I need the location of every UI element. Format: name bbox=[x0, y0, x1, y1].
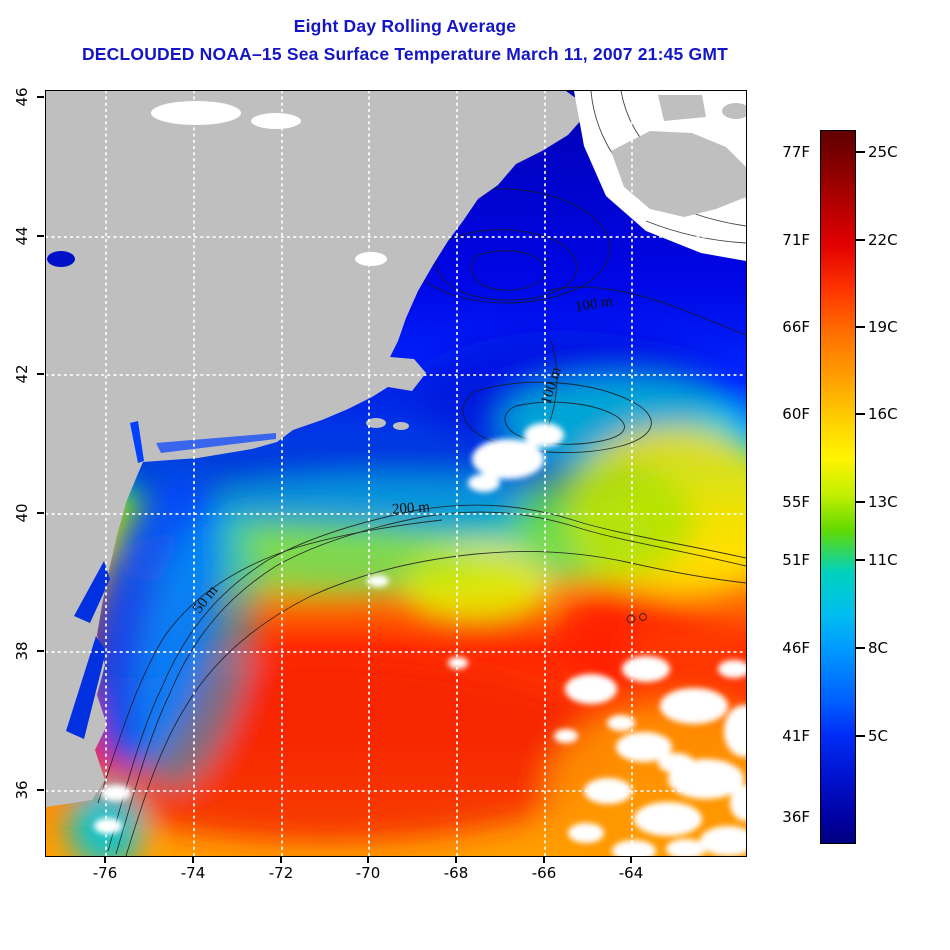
latlon-grid bbox=[46, 91, 746, 856]
colorbar-tick bbox=[856, 735, 865, 737]
x-tick--72: -72 bbox=[268, 864, 294, 882]
colorbar-label-46f: 46F bbox=[782, 639, 810, 657]
colorbar-label-66f: 66F bbox=[782, 318, 810, 336]
y-tick-44: 44 bbox=[13, 226, 31, 246]
axis-tick bbox=[37, 789, 44, 791]
colorbar-label-11c: 11C bbox=[868, 551, 898, 569]
colorbar-tick bbox=[856, 559, 865, 561]
axis-tick bbox=[630, 856, 632, 863]
colorbar-tick bbox=[856, 501, 865, 503]
axis-tick bbox=[37, 650, 44, 652]
colorbar-label-16c: 16C bbox=[868, 405, 898, 423]
axis-tick bbox=[37, 96, 44, 98]
nova-scotia-region bbox=[574, 91, 746, 261]
colorbar-label-13c: 13C bbox=[868, 493, 898, 511]
colorbar-tick bbox=[856, 413, 865, 415]
y-tick-42: 42 bbox=[13, 364, 31, 384]
sst-map-image bbox=[46, 91, 746, 856]
coastal-islands bbox=[366, 418, 409, 430]
axis-tick bbox=[455, 856, 457, 863]
x-tick--74: -74 bbox=[180, 864, 206, 882]
axis-tick bbox=[37, 235, 44, 237]
page-subtitle: DECLOUDED NOAA–15 Sea Surface Temperatur… bbox=[81, 44, 729, 64]
axis-tick bbox=[37, 373, 44, 375]
x-tick--66: -66 bbox=[531, 864, 557, 882]
colorbar-label-51f: 51F bbox=[782, 551, 810, 569]
colorbar-tick bbox=[856, 647, 865, 649]
axis-tick bbox=[367, 856, 369, 863]
colorbar-tick bbox=[856, 151, 865, 153]
colorbar-label-8c: 8C bbox=[868, 639, 889, 657]
x-tick--68: -68 bbox=[443, 864, 469, 882]
colorbar-label-41f: 41F bbox=[782, 727, 810, 745]
axis-tick bbox=[37, 512, 44, 514]
x-tick--70: -70 bbox=[355, 864, 381, 882]
nova-scotia-landmass bbox=[611, 131, 746, 217]
axis-tick bbox=[543, 856, 545, 863]
axis-tick bbox=[104, 856, 106, 863]
x-tick--64: -64 bbox=[618, 864, 644, 882]
colorbar-label-22c: 22C bbox=[868, 231, 898, 249]
x-tick--76: -76 bbox=[92, 864, 118, 882]
colorbar-label-77f: 77F bbox=[782, 143, 810, 161]
mainland-landmass bbox=[46, 91, 591, 807]
colorbar-label-19c: 19C bbox=[868, 318, 898, 336]
land-detail bbox=[47, 101, 387, 739]
colorbar-label-5c: 5C bbox=[868, 727, 889, 745]
page-title: Eight Day Rolling Average bbox=[293, 16, 517, 36]
colorbar-tick bbox=[856, 326, 865, 328]
y-tick-46: 46 bbox=[13, 87, 31, 107]
y-tick-36: 36 bbox=[13, 780, 31, 800]
colorbar-label-25c: 25C bbox=[868, 143, 898, 161]
map-plot: 100 m 100 m 200 m 50 m bbox=[45, 90, 747, 857]
contour-label-200m: 200 m bbox=[391, 499, 431, 518]
axis-tick bbox=[192, 856, 194, 863]
colorbar bbox=[820, 130, 856, 844]
colorbar-tick bbox=[856, 239, 865, 241]
colorbar-gradient bbox=[821, 131, 855, 843]
colorbar-label-36f: 36F bbox=[782, 808, 810, 826]
y-tick-40: 40 bbox=[13, 503, 31, 523]
colorbar-label-71f: 71F bbox=[782, 231, 810, 249]
cloud-patches bbox=[94, 423, 746, 856]
colorbar-label-60f: 60F bbox=[782, 405, 810, 423]
axis-tick bbox=[280, 856, 282, 863]
colorbar-label-55f: 55F bbox=[782, 493, 810, 511]
y-tick-38: 38 bbox=[13, 641, 31, 661]
